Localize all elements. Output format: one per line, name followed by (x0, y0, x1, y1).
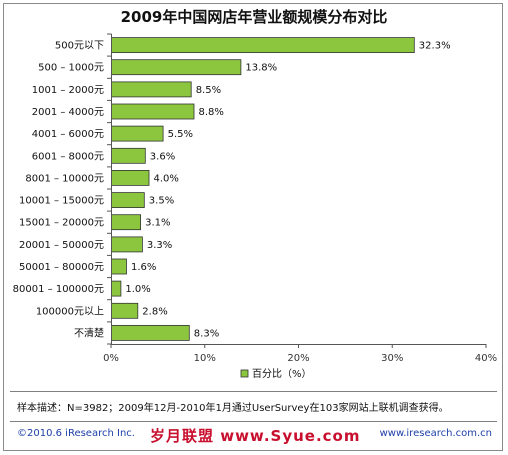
bar (111, 214, 142, 231)
chart-frame (3, 3, 503, 451)
category-label: 80001 – 100000元 (13, 284, 104, 295)
watermark-text: 岁月联盟 www.Syue.com (150, 427, 361, 445)
x-tick-label: 20% (287, 353, 309, 364)
bar (111, 125, 164, 142)
category-label: 10001 – 15000元 (19, 196, 104, 207)
bar (111, 37, 415, 53)
data-label: 5.5% (168, 129, 193, 140)
data-label: 2.8% (142, 306, 167, 317)
data-label: 8.5% (196, 85, 221, 96)
category-label: 4001 – 6000元 (32, 129, 104, 140)
data-label: 3.1% (145, 218, 170, 229)
category-label: 8001 – 10000元 (25, 173, 104, 184)
bar (111, 280, 122, 297)
bar (111, 147, 146, 164)
data-label: 32.3% (419, 41, 451, 52)
x-tick-label: 10% (194, 353, 216, 364)
data-label: 8.8% (199, 107, 224, 118)
data-label: 1.6% (131, 262, 156, 273)
category-label: 50001 – 80000元 (19, 262, 104, 273)
bar (111, 236, 143, 253)
category-label: 6001 – 8000元 (32, 151, 104, 162)
sample-note: 样本描述：N=3982；2009年12月-2010年1月通过UserSurvey… (17, 403, 449, 414)
data-label: 13.8% (245, 63, 277, 74)
bar (111, 324, 190, 341)
category-label: 20001 – 50000元 (19, 240, 104, 251)
bar (111, 192, 145, 209)
x-tick-label: 40% (475, 353, 497, 364)
bar (111, 103, 195, 120)
bar (111, 258, 127, 275)
legend-swatch (240, 369, 249, 378)
category-label: 15001 – 20000元 (19, 218, 104, 229)
x-tick-label: 0% (103, 353, 119, 364)
data-label: 3.6% (150, 151, 175, 162)
copyright-text: ©2010.6 iResearch Inc. (17, 428, 135, 439)
footer-divider (10, 421, 497, 422)
data-label: 8.3% (194, 328, 219, 339)
chart-title: 2009年中国网店年营业额规模分布对比 (120, 8, 388, 26)
data-label: 4.0% (154, 173, 179, 184)
bar (111, 59, 242, 76)
category-label: 100000元以上 (36, 305, 104, 317)
category-label: 500元以下 (55, 41, 104, 52)
bar (111, 169, 150, 186)
category-label: 不清楚 (74, 326, 104, 339)
legend-label: 百分比（%） (252, 368, 312, 380)
data-label: 3.5% (149, 196, 174, 207)
category-label: 1001 – 2000元 (32, 85, 104, 96)
bar (111, 302, 139, 319)
category-label: 2001 – 4000元 (32, 107, 104, 118)
bar (111, 81, 192, 98)
website-link[interactable]: www.iresearch.com.cn (379, 428, 492, 439)
data-label: 3.3% (147, 240, 172, 251)
category-label: 500 – 1000元 (38, 63, 104, 74)
data-label: 1.0% (125, 284, 150, 295)
x-tick-label: 30% (381, 353, 403, 364)
